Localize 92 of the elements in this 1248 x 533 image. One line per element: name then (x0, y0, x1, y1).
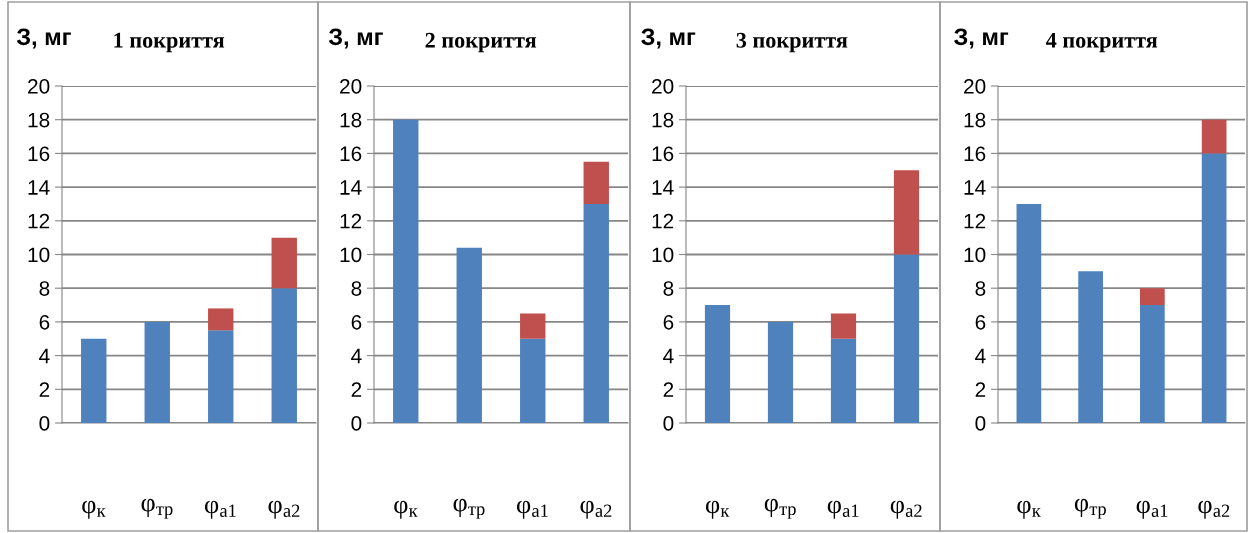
bar (271, 288, 297, 423)
bar (704, 305, 731, 423)
y-tick-label: 18 (964, 112, 986, 128)
y-tick-label: 0 (351, 416, 362, 431)
bar (1016, 203, 1042, 423)
y-tick-label: 10 (340, 247, 362, 263)
bar (893, 254, 920, 423)
y-tick-label: 14 (28, 180, 50, 195)
y-tick-label: 2 (975, 382, 986, 397)
chart-title: 1 покриття (114, 32, 225, 53)
bar (1140, 305, 1165, 423)
y-tick-label: 6 (975, 314, 986, 330)
y-tick-label: 2 (663, 382, 674, 397)
y-tick-label: 10 (652, 247, 674, 263)
y-tick-label: 14 (652, 180, 674, 195)
y-tick-label: 2 (39, 382, 50, 397)
bar (208, 330, 234, 423)
y-tick-label: 18 (28, 112, 50, 128)
y-tick-label: 4 (663, 348, 674, 364)
y-tick-label: 12 (964, 213, 986, 229)
x-tick-label: φ$_{тр}$ (453, 498, 485, 519)
y-tick-label: 0 (663, 416, 674, 431)
bar (830, 338, 857, 423)
bar (583, 203, 609, 423)
bar (893, 170, 920, 255)
bar (583, 161, 609, 204)
x-tick-label: φ$_{а2}$ (890, 500, 922, 519)
chart-title: 4 покриття (1045, 32, 1158, 53)
y-tick-label: 8 (663, 281, 674, 296)
x-tick-label: φ$_{а1}$ (1136, 500, 1168, 519)
y-tick-label: 12 (652, 213, 674, 229)
y-tick-label: 6 (39, 314, 50, 330)
y-tick-label: 16 (340, 146, 362, 162)
x-tick-label: φ$_{а2}$ (268, 500, 300, 519)
y-tick-label: 2 (351, 382, 362, 397)
chart-title: 3 покриття (736, 32, 848, 53)
y-tick-label: 12 (340, 213, 362, 229)
y-tick-label: 16 (28, 146, 50, 162)
bar (520, 338, 546, 423)
y-axis-title: З, мг (328, 28, 383, 49)
y-tick-label: 6 (663, 314, 674, 330)
x-tick-label: φ$_{тр}$ (141, 498, 173, 519)
y-tick-label: 14 (340, 180, 362, 195)
y-tick-label: 20 (340, 79, 362, 94)
bar (81, 338, 107, 423)
x-tick-label: φ$_{к}$ (705, 500, 730, 519)
x-tick-label: φ$_{тр}$ (764, 498, 796, 519)
y-tick-label: 20 (28, 79, 50, 94)
y-axis-title: З, мг (16, 28, 71, 49)
y-tick-label: 8 (351, 281, 362, 296)
y-tick-label: 14 (964, 180, 986, 195)
bar (1078, 271, 1103, 423)
y-tick-label: 20 (964, 79, 986, 94)
y-tick-label: 10 (964, 247, 986, 263)
bar (393, 119, 419, 423)
y-tick-label: 0 (975, 416, 986, 431)
y-tick-label: 16 (652, 146, 674, 162)
y-tick-label: 4 (975, 348, 986, 364)
y-tick-label: 4 (351, 348, 362, 364)
bar (1201, 119, 1227, 154)
y-tick-label: 16 (964, 146, 986, 162)
x-tick-label: φ$_{а1}$ (517, 500, 548, 519)
y-tick-label: 18 (652, 112, 674, 128)
x-tick-label: φ$_{к}$ (394, 500, 418, 519)
y-tick-label: 8 (39, 281, 50, 296)
y-tick-label: 8 (975, 281, 986, 296)
x-tick-label: φ$_{а2}$ (580, 500, 612, 519)
x-tick-label: φ$_{а1}$ (827, 500, 859, 519)
x-tick-label: φ$_{тр}$ (1074, 498, 1106, 519)
x-tick-label: φ$_{к}$ (82, 500, 106, 519)
y-tick-label: 12 (28, 213, 50, 229)
bar (520, 313, 546, 339)
x-tick-label: φ$_{а2}$ (1198, 500, 1230, 519)
y-tick-label: 0 (39, 416, 50, 431)
x-tick-label: φ$_{а1}$ (205, 500, 236, 519)
y-axis-title: З, мг (954, 28, 1009, 49)
bar (208, 308, 234, 331)
bar (456, 247, 482, 423)
y-tick-label: 4 (39, 348, 50, 364)
bar (271, 237, 297, 289)
bar (1201, 153, 1227, 423)
x-tick-label: φ$_{к}$ (1017, 500, 1041, 519)
y-tick-label: 20 (652, 79, 674, 94)
y-tick-label: 6 (351, 314, 362, 330)
y-tick-label: 10 (28, 247, 50, 263)
bar (767, 321, 794, 423)
y-axis-title: З, мг (641, 28, 696, 49)
y-tick-label: 18 (340, 112, 362, 128)
bar (1140, 288, 1165, 306)
bar (144, 321, 170, 423)
chart-title: 2 покриття (425, 32, 537, 53)
bar (830, 313, 857, 339)
